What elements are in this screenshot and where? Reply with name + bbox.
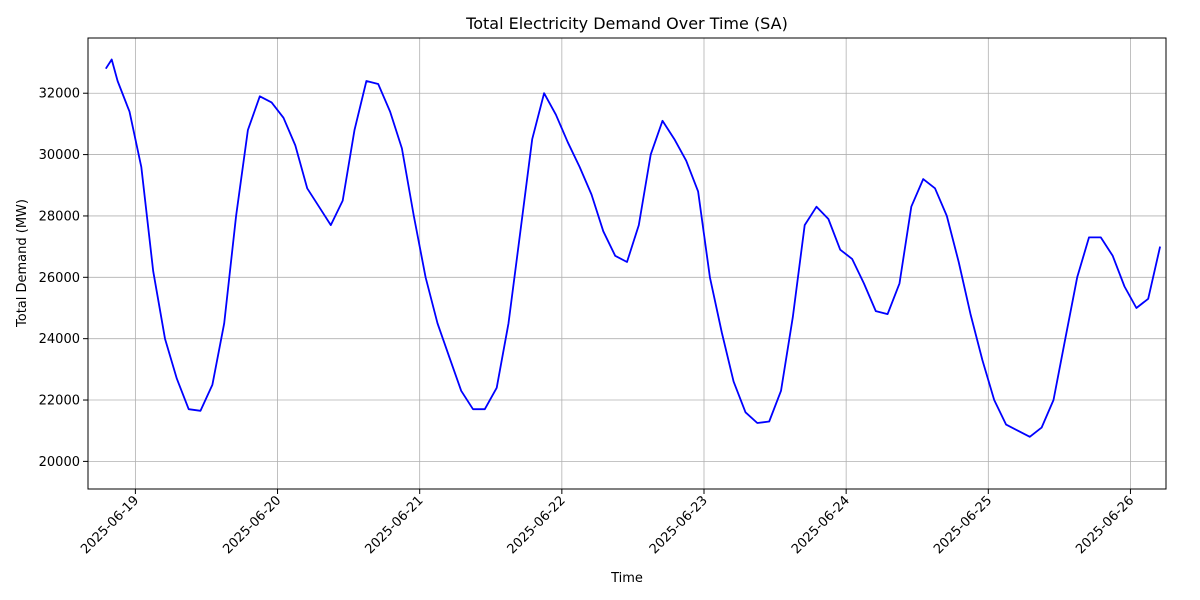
chart-title: Total Electricity Demand Over Time (SA)	[465, 14, 788, 33]
grid-lines	[88, 38, 1166, 489]
y-tick-label: 22000	[39, 394, 80, 409]
y-tick-label: 28000	[39, 209, 80, 224]
y-axis-label: Total Demand (MW)	[15, 199, 30, 328]
y-axis: 20000 22000 24000 26000 28000 30000 32000	[39, 87, 88, 470]
series-line-0	[105, 58, 1161, 438]
series-group	[105, 58, 1161, 438]
x-axis-label: Time	[610, 571, 643, 586]
y-tick-label: 24000	[39, 332, 80, 347]
plot-frame	[87, 37, 1167, 490]
y-tick-label: 30000	[39, 148, 80, 163]
y-tick-label: 32000	[39, 87, 80, 102]
y-tick-label: 26000	[39, 271, 80, 286]
y-tick-label: 20000	[39, 455, 80, 470]
